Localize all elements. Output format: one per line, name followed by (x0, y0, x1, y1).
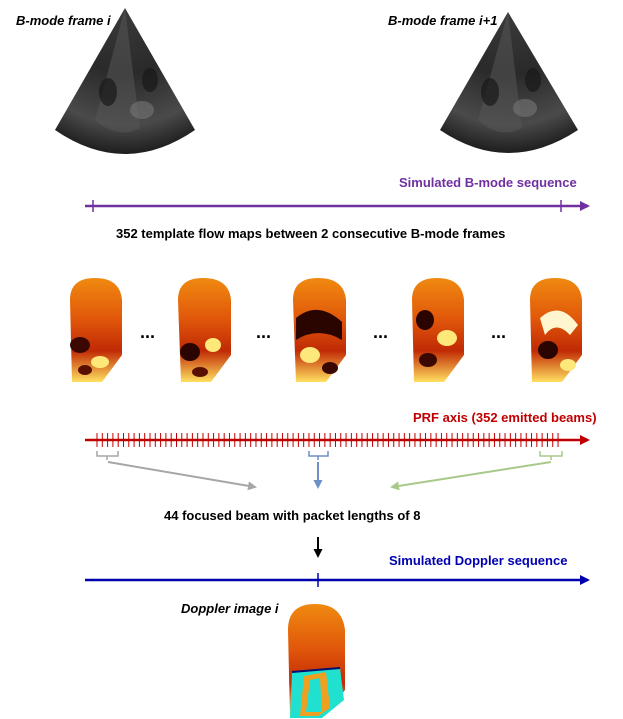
bracket-left (96, 451, 119, 460)
green-arrow (390, 461, 552, 491)
bracket-middle (308, 451, 329, 460)
flow-map-2 (178, 278, 231, 382)
ellipsis-3: ... (373, 322, 389, 342)
prf-beam-ticks (96, 433, 559, 447)
flow-map-1 (70, 278, 122, 382)
doppler-sequence-axis (85, 573, 590, 587)
ellipsis-1: ... (140, 322, 156, 342)
flow-map-5 (530, 278, 582, 382)
prf-axis-label: PRF axis (352 emitted beams) (413, 410, 597, 425)
bmode-frame-i1-image (440, 12, 578, 153)
bmode-frame-i-label: B-mode frame i (16, 13, 111, 28)
prf-axis (85, 433, 590, 447)
doppler-image-label: Doppler image i (181, 601, 279, 616)
bracket-right (539, 451, 563, 460)
simulated-doppler-sequence-label: Simulated Doppler sequence (389, 553, 568, 568)
grey-arrow (107, 461, 257, 491)
template-flow-maps-caption: 352 template flow maps between 2 consecu… (116, 226, 506, 241)
ellipsis-2: ... (256, 322, 272, 342)
ellipsis-4: ... (491, 322, 507, 342)
bmode-frame-i1-label: B-mode frame i+1 (388, 13, 498, 28)
doppler-image (288, 604, 345, 718)
flow-map-3 (293, 278, 346, 382)
focused-beam-caption: 44 focused beam with packet lengths of 8 (164, 508, 421, 523)
bmode-sequence-axis (85, 200, 590, 212)
bmode-frame-i-image (55, 8, 195, 154)
simulated-bmode-sequence-label: Simulated B-mode sequence (399, 175, 577, 190)
flow-map-4 (412, 278, 464, 382)
